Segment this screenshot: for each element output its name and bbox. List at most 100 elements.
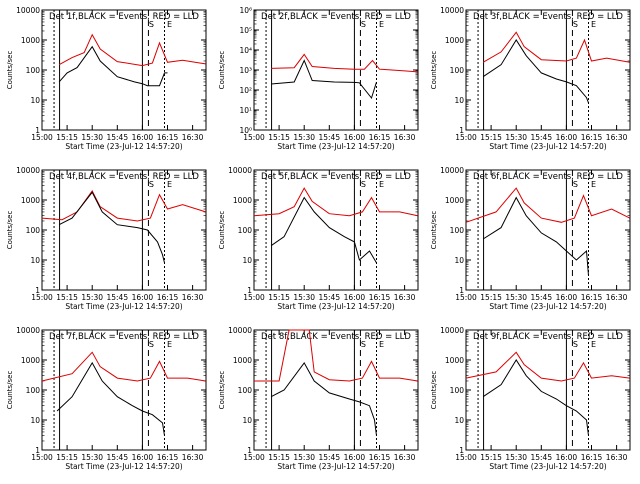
x-tick-label: 16:30 bbox=[182, 133, 204, 142]
y-tick-label: 1 bbox=[459, 126, 464, 135]
y-tick-label: 10 bbox=[30, 96, 40, 105]
y-tick-label: 100 bbox=[26, 226, 41, 235]
events-series-line bbox=[56, 361, 165, 436]
x-tick-label: 16:00 bbox=[556, 293, 578, 302]
event-end-label: E bbox=[379, 340, 384, 349]
y-tick-label: 10² bbox=[239, 86, 252, 95]
y-axis-label: Counts/sec bbox=[218, 51, 226, 90]
plot-frame bbox=[253, 169, 419, 291]
y-tick-label: 10000 bbox=[16, 166, 40, 175]
y-axis-label: Counts/sec bbox=[218, 371, 226, 410]
x-tick-label: 15:45 bbox=[530, 133, 552, 142]
y-tick-label: 10000 bbox=[228, 326, 252, 335]
x-tick-label: 15:45 bbox=[318, 453, 340, 462]
y-axis-label: Counts/sec bbox=[430, 51, 438, 90]
y-tick-label: 1000 bbox=[21, 36, 40, 45]
lld-series-line bbox=[41, 190, 206, 222]
x-tick-label: 15:45 bbox=[530, 453, 552, 462]
x-axis-label: Start Time (23-Jul-12 14:57:20) bbox=[65, 142, 182, 151]
lld-series-line bbox=[41, 351, 206, 382]
y-tick-label: 1000 bbox=[445, 196, 464, 205]
events-series-line bbox=[58, 191, 165, 264]
y-tick-label: 10 bbox=[242, 416, 252, 425]
x-tick-label: 15:30 bbox=[81, 133, 103, 142]
x-tick-label: 15:15 bbox=[268, 293, 290, 302]
x-tick-label: 15:15 bbox=[268, 133, 290, 142]
x-tick-label: 16:15 bbox=[369, 133, 391, 142]
x-tick-label: 15:45 bbox=[106, 133, 128, 142]
x-tick-label: 16:00 bbox=[132, 133, 154, 142]
event-end-label: E bbox=[167, 180, 172, 189]
x-tick-label: 15:00 bbox=[243, 453, 265, 462]
y-tick-label: 10000 bbox=[228, 166, 252, 175]
x-tick-label: 16:15 bbox=[581, 453, 603, 462]
panel-title: Det 5f,BLACK = Events, RED = LLD bbox=[261, 172, 411, 182]
event-end-label: E bbox=[591, 340, 596, 349]
x-tick-label: 15:30 bbox=[293, 293, 315, 302]
x-tick-label: 15:30 bbox=[293, 133, 315, 142]
y-tick-label: 10⁶ bbox=[239, 6, 252, 15]
event-start-label: S bbox=[149, 20, 154, 29]
x-tick-label: 15:45 bbox=[530, 293, 552, 302]
x-tick-label: 16:15 bbox=[581, 293, 603, 302]
y-tick-label: 1 bbox=[247, 446, 252, 455]
y-tick-label: 10 bbox=[30, 416, 40, 425]
event-start-label: S bbox=[361, 20, 366, 29]
y-tick-label: 10000 bbox=[440, 326, 464, 335]
x-tick-label: 15:45 bbox=[318, 133, 340, 142]
y-tick-label: 1000 bbox=[445, 36, 464, 45]
event-end-label: E bbox=[591, 180, 596, 189]
event-start-label: S bbox=[361, 340, 366, 349]
y-tick-label: 10 bbox=[242, 256, 252, 265]
y-tick-label: 1 bbox=[35, 126, 40, 135]
plot-frame bbox=[253, 329, 419, 451]
plot-frame bbox=[465, 329, 631, 451]
events-series-line bbox=[58, 45, 168, 87]
x-tick-label: 15:30 bbox=[293, 453, 315, 462]
y-tick-label: 100 bbox=[238, 226, 253, 235]
y-axis-label: Counts/sec bbox=[6, 51, 14, 90]
x-tick-label: 15:15 bbox=[56, 293, 78, 302]
x-tick-label: 16:15 bbox=[369, 453, 391, 462]
events-series-line bbox=[482, 359, 589, 436]
x-tick-label: 15:30 bbox=[81, 453, 103, 462]
y-axis-label: Counts/sec bbox=[6, 371, 14, 410]
x-tick-label: 15:15 bbox=[480, 293, 502, 302]
lld-series-line bbox=[465, 351, 630, 382]
x-axis-label: Start Time (23-Jul-12 14:57:20) bbox=[65, 302, 182, 311]
plot-frame bbox=[41, 329, 207, 451]
y-tick-label: 10⁴ bbox=[239, 46, 252, 55]
events-series-line bbox=[482, 196, 589, 276]
x-tick-label: 16:00 bbox=[132, 293, 154, 302]
event-start-label: S bbox=[573, 340, 578, 349]
panel-title: Det 6f,BLACK = Events, RED = LLD bbox=[473, 172, 623, 182]
x-tick-label: 16:30 bbox=[394, 453, 416, 462]
events-series-line bbox=[270, 361, 377, 436]
x-tick-label: 15:30 bbox=[81, 293, 103, 302]
y-tick-label: 100 bbox=[26, 386, 41, 395]
plot-frame bbox=[465, 9, 631, 131]
event-start-label: S bbox=[149, 180, 154, 189]
x-tick-label: 15:45 bbox=[106, 453, 128, 462]
x-tick-label: 15:00 bbox=[455, 453, 477, 462]
event-start-label: S bbox=[149, 340, 154, 349]
y-tick-label: 100 bbox=[450, 226, 465, 235]
y-tick-label: 10000 bbox=[16, 326, 40, 335]
y-tick-label: 10000 bbox=[16, 6, 40, 15]
x-tick-label: 16:30 bbox=[606, 453, 628, 462]
lld-series-line bbox=[271, 53, 418, 73]
x-tick-label: 16:00 bbox=[344, 453, 366, 462]
y-tick-label: 10⁰ bbox=[239, 126, 252, 135]
y-tick-label: 10¹ bbox=[239, 106, 252, 115]
events-series-line bbox=[482, 39, 589, 104]
x-tick-label: 16:00 bbox=[344, 133, 366, 142]
x-tick-label: 15:15 bbox=[56, 453, 78, 462]
y-tick-label: 10⁵ bbox=[239, 26, 252, 35]
x-tick-label: 16:30 bbox=[606, 293, 628, 302]
